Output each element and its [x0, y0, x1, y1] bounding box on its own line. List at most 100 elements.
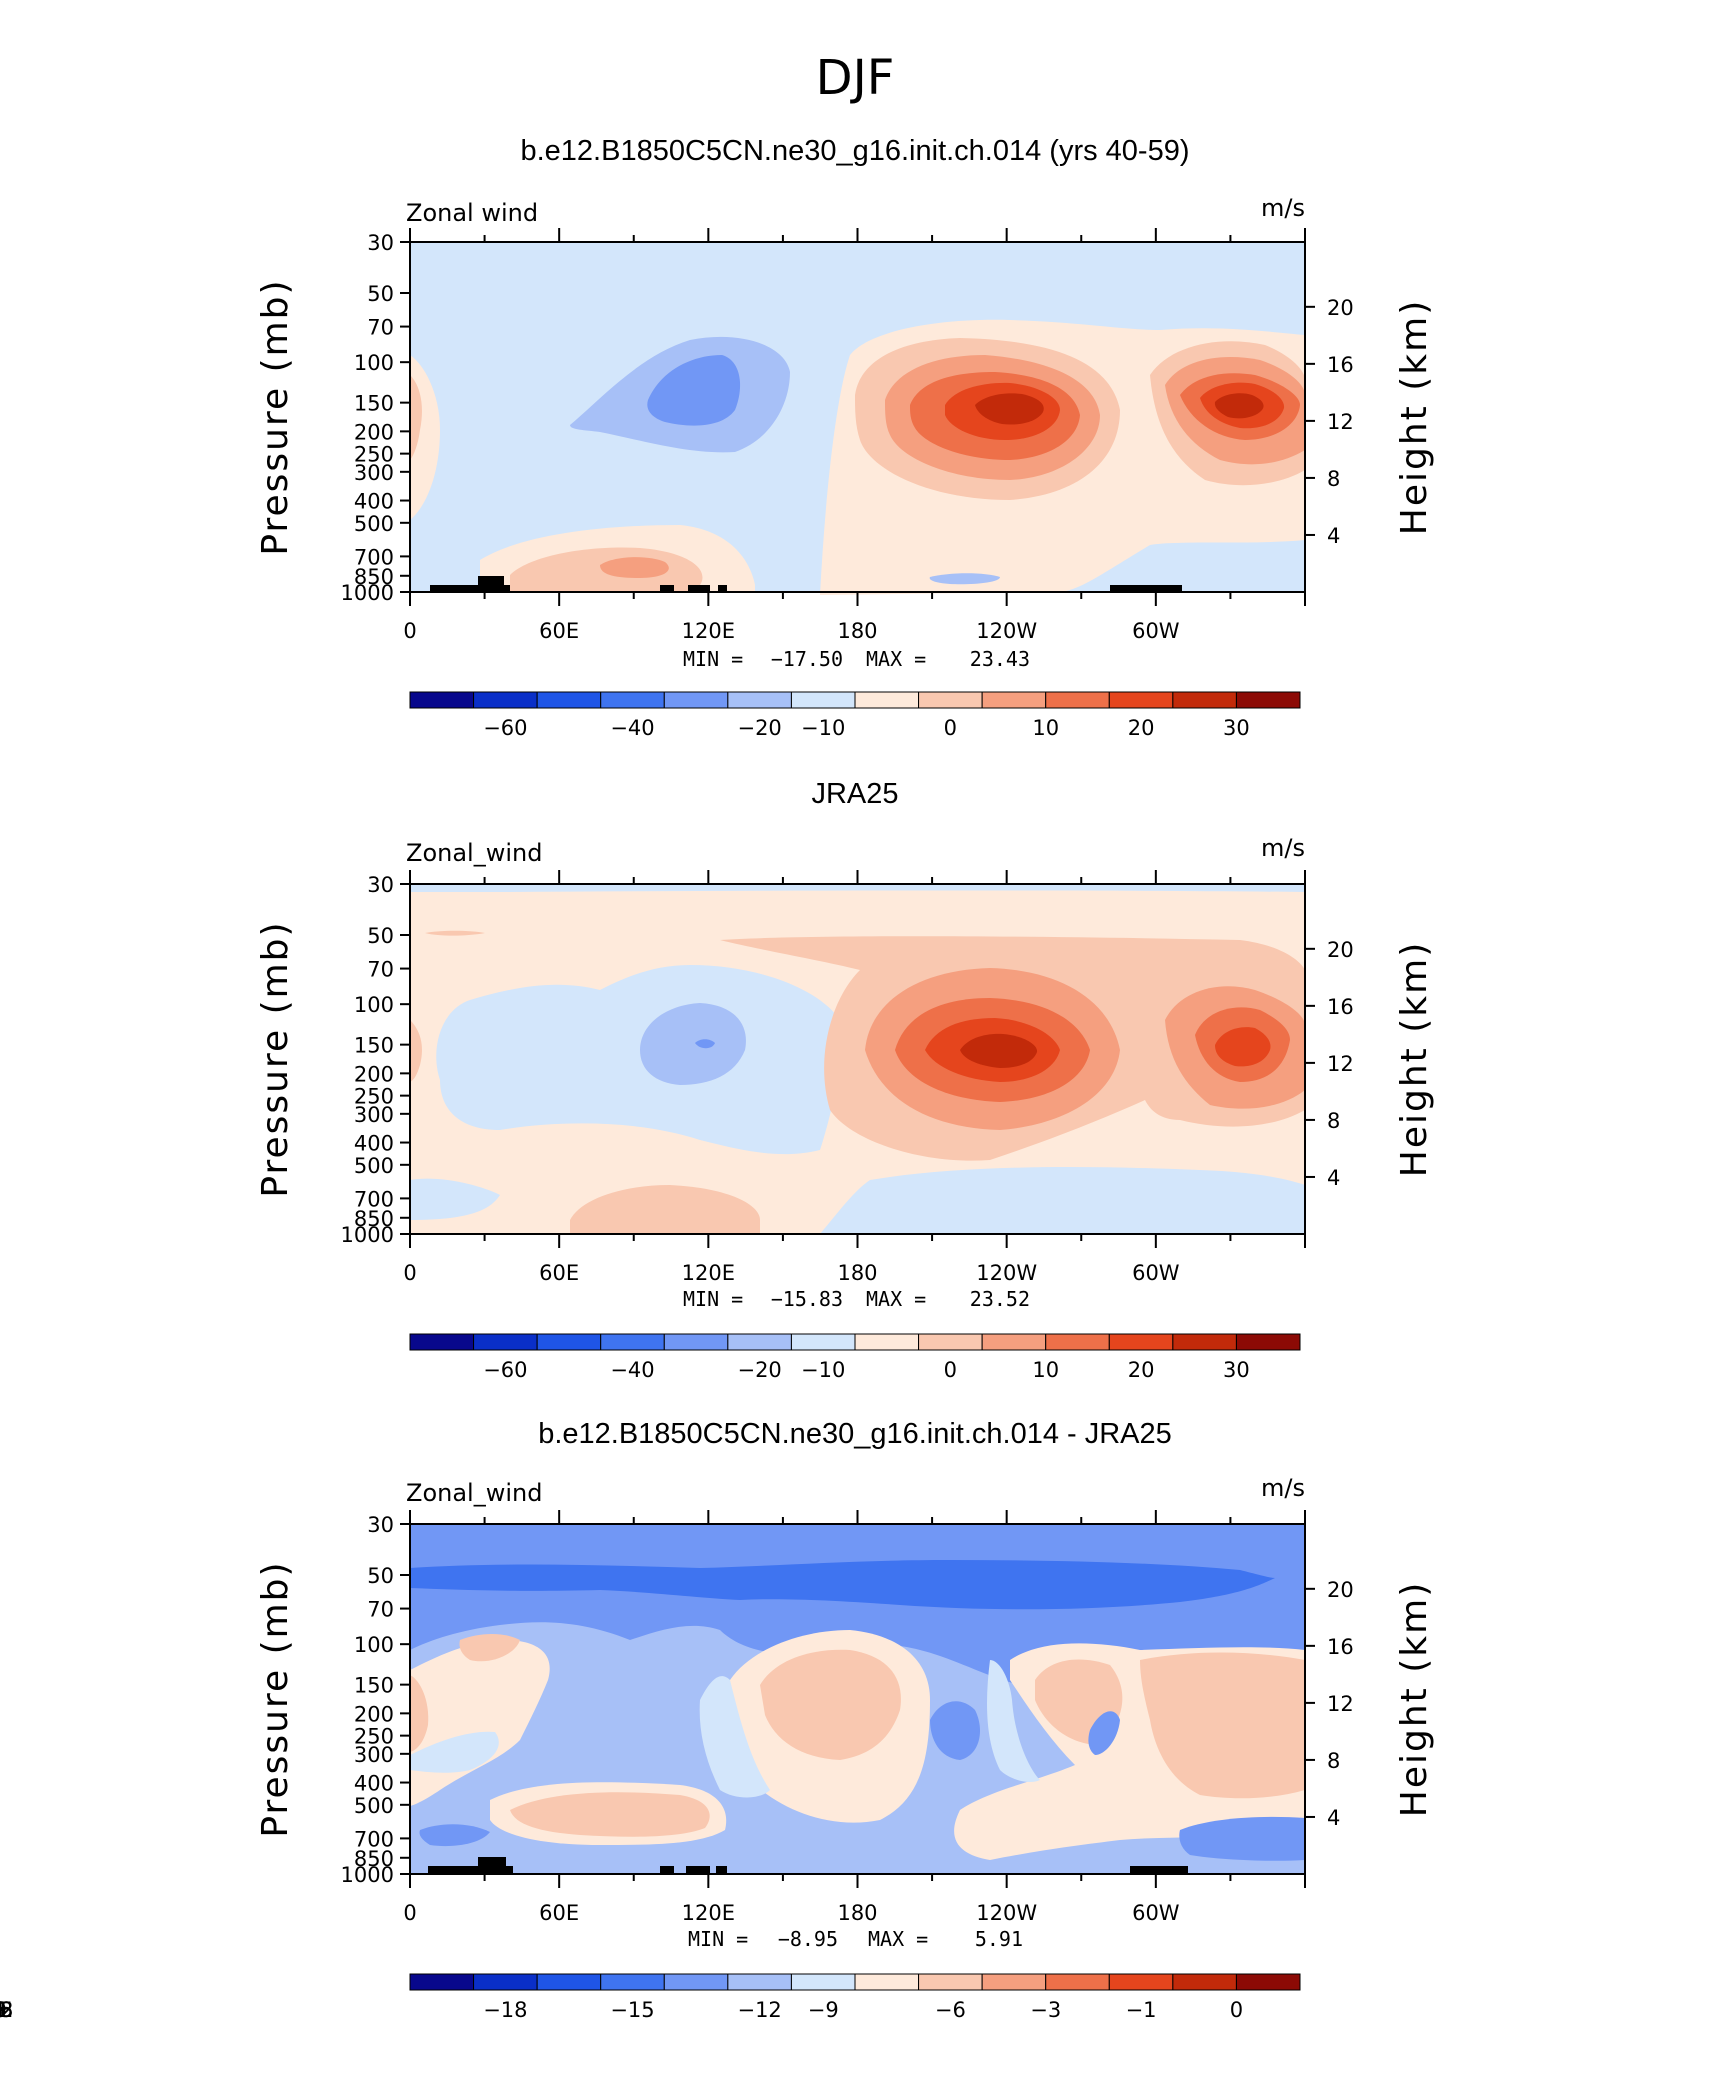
colorbar-label: −20: [737, 1358, 781, 1382]
colorbar-swatch: [663, 1973, 729, 1991]
x-ticks: 0 60E 120E 180 120W 60W: [403, 870, 1306, 1285]
y-tick-label: 70: [367, 1598, 394, 1622]
colorbar-swatch: [536, 1333, 602, 1351]
colorbar-swatch: [1172, 691, 1237, 709]
positive-region: [410, 375, 422, 460]
max-label: MAX =: [868, 1927, 928, 1951]
y-tick-label: 150: [354, 1034, 394, 1058]
colorbar-swatch: [1235, 691, 1301, 709]
colorbar-label: 0: [944, 716, 957, 740]
colorbar-swatch: [727, 1333, 792, 1351]
y-tick-label: 1000: [341, 1223, 394, 1247]
positive-core: [960, 1033, 1038, 1068]
right-axis-title: Height (km): [1394, 299, 1435, 535]
panel-title: b.e12.B1850C5CN.ne30_g16.init.ch.014 (yr…: [520, 135, 1189, 167]
x-tick-label: 0: [403, 1261, 416, 1285]
x-ticks: 0 60E 120E 180 120W 60W: [403, 228, 1306, 643]
y-tick-label: 250: [354, 1725, 394, 1749]
x-tick-label: 0: [403, 619, 416, 643]
contour-field: [410, 884, 1305, 1234]
colorbar-swatch: [727, 691, 792, 709]
variable-label: Zonal_wind: [406, 1479, 542, 1507]
units-label: m/s: [1261, 834, 1305, 862]
colorbar-swatch: [981, 691, 1047, 709]
negative-core: [647, 355, 741, 426]
height-ticks: 20 16 12 8 4: [1305, 938, 1354, 1190]
orography: [478, 1857, 506, 1874]
y-tick-label: 30: [367, 873, 394, 897]
min-value: −15.83: [771, 1287, 843, 1311]
y-tick-label: 400: [354, 1772, 394, 1796]
max-value: 23.43: [970, 647, 1030, 671]
x-tick-label: 60W: [1132, 1901, 1180, 1925]
colorbar-swatch: [790, 1333, 856, 1351]
colorbar-swatch: [473, 691, 538, 709]
x-tick-label: 60E: [539, 1901, 579, 1925]
negative-region: [410, 1178, 500, 1220]
y-axis-title: Pressure (mb): [255, 278, 296, 555]
x-tick-label: 120W: [976, 1901, 1037, 1925]
y-tick-label: 850: [354, 1207, 394, 1231]
positive-region: [425, 930, 485, 936]
y-tick-label: 300: [354, 461, 394, 485]
colorbar-label: −6: [935, 1998, 966, 2022]
colorbar-swatch: [918, 691, 983, 709]
height-tick-label: 20: [1327, 938, 1354, 962]
height-ticks: 20 16 12 8 4: [1305, 1578, 1354, 1830]
colorbar-swatch: [854, 1333, 920, 1351]
colorbar-label: 30: [1223, 1358, 1250, 1382]
colorbar-swatch: [1108, 1973, 1174, 1991]
height-tick-label: 4: [1327, 524, 1340, 548]
y-tick-label: 100: [354, 993, 394, 1017]
panel-model: b.e12.B1850C5CN.ne30_g16.init.ch.014 (yr…: [255, 135, 1435, 740]
negative-band: [410, 1560, 1275, 1610]
colorbar-label: −12: [737, 1998, 781, 2022]
y-tick-label: 500: [354, 1794, 394, 1818]
height-tick-label: 12: [1327, 1692, 1354, 1716]
positive-ring: [410, 1675, 429, 1752]
negative-core: [419, 1824, 490, 1847]
y-axis-title: Pressure (mb): [255, 1560, 296, 1837]
colorbar-swatch: [1235, 1973, 1301, 1991]
y-tick-label: 150: [354, 1674, 394, 1698]
contour-field: [410, 1524, 1305, 1874]
y-tick-label: 1000: [341, 581, 394, 605]
colorbar: −60 −40 −20 −10 0 10 20 30: [409, 691, 1301, 740]
colorbar: −18 −15 −12 −9 −6 −3 −1 0 1369121518: [0, 1973, 1301, 2022]
orography: [716, 1866, 727, 1874]
x-tick-label: 180: [837, 1261, 877, 1285]
negative-region: [410, 884, 1305, 892]
orography: [478, 576, 504, 592]
negative-region: [820, 1167, 1305, 1234]
colorbar-label: 18: [0, 1998, 13, 2022]
panel-title: JRA25: [811, 778, 898, 810]
colorbar-label: −18: [483, 1998, 527, 2022]
colorbar-label: 15: [0, 1998, 13, 2022]
negative-core: [930, 1701, 980, 1760]
orography: [688, 585, 710, 592]
y-tick-label: 50: [367, 1564, 394, 1588]
positive-core: [1214, 393, 1264, 419]
negative-core: [1179, 1816, 1305, 1861]
height-tick-label: 8: [1327, 1749, 1340, 1773]
orography: [686, 1866, 710, 1874]
colorbar-label: 3: [0, 1998, 7, 2022]
colorbar-swatch: [536, 1973, 602, 1991]
x-ticks: 0 60E 120E 180 120W 60W: [403, 1510, 1306, 1925]
colorbar-swatch: [473, 1973, 538, 1991]
colorbar-label: 20: [1128, 1358, 1155, 1382]
max-value: 5.91: [975, 1927, 1023, 1951]
y-tick-label: 400: [354, 1132, 394, 1156]
orography: [430, 585, 510, 592]
y-tick-label: 850: [354, 565, 394, 589]
x-tick-label: 60E: [539, 619, 579, 643]
height-tick-label: 8: [1327, 467, 1340, 491]
colorbar-label: −40: [610, 1358, 654, 1382]
positive-core: [975, 393, 1044, 425]
colorbar-swatch: [1045, 1973, 1110, 1991]
x-tick-label: 180: [837, 619, 877, 643]
positive-ring: [1140, 1652, 1305, 1799]
colorbar-swatch: [473, 1333, 538, 1351]
y-tick-label: 250: [354, 1085, 394, 1109]
units-label: m/s: [1261, 194, 1305, 222]
